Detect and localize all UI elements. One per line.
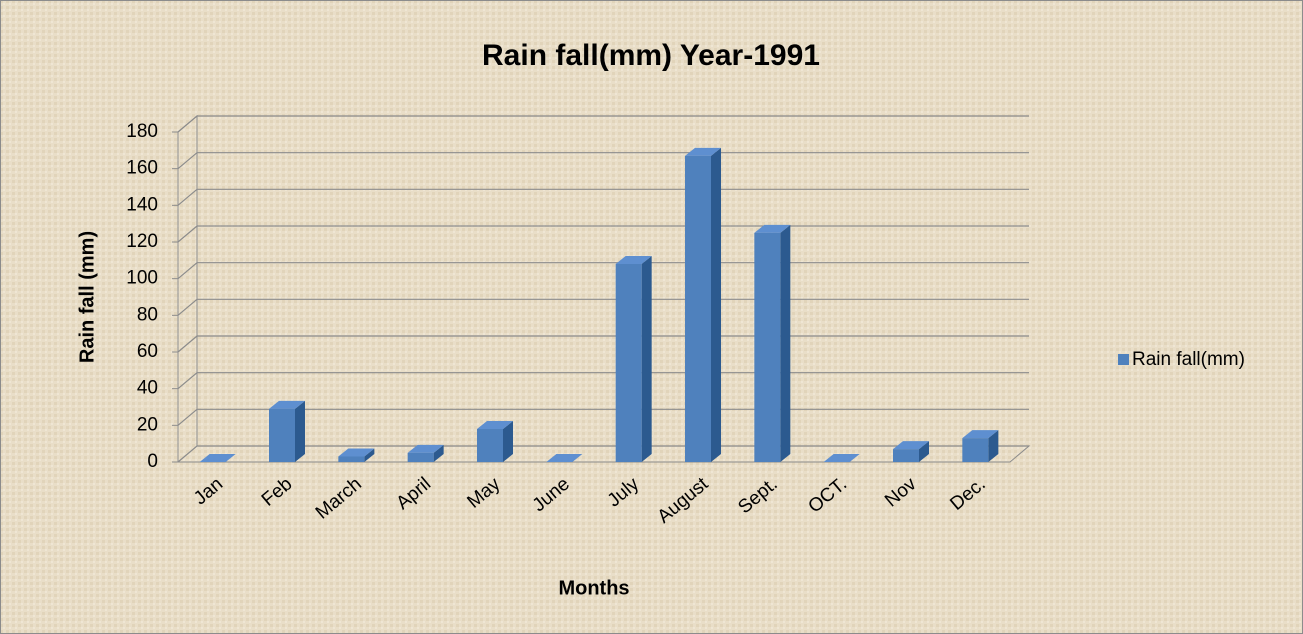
bar xyxy=(685,147,721,463)
bar xyxy=(823,454,860,462)
bar-top xyxy=(338,448,375,457)
bar xyxy=(199,454,236,462)
x-axis-title: Months xyxy=(558,577,629,599)
bar xyxy=(615,256,652,462)
bar-side xyxy=(711,147,721,463)
grid-line xyxy=(177,115,1029,133)
bar xyxy=(338,448,375,462)
legend-label: Rain fall(mm) xyxy=(1132,349,1245,370)
y-tick-label: 60 xyxy=(137,341,158,362)
bar xyxy=(893,441,929,462)
bar-front xyxy=(962,438,989,462)
bar xyxy=(269,400,305,462)
bar-side xyxy=(364,448,375,462)
y-tick-label: 20 xyxy=(137,414,158,435)
chart-title: Rain fall(mm) Year-1991 xyxy=(482,39,820,72)
grid-line xyxy=(177,372,1029,390)
bar-front xyxy=(338,456,365,462)
bar-side xyxy=(780,224,791,462)
bar-side xyxy=(503,421,513,462)
bar-side xyxy=(988,430,999,462)
bar-front xyxy=(685,155,711,463)
y-tick-label: 40 xyxy=(137,378,158,399)
bar-top xyxy=(823,454,860,462)
bar xyxy=(546,454,583,462)
grid-line xyxy=(177,225,1029,243)
bar-top xyxy=(754,224,791,233)
bar-top xyxy=(199,454,236,462)
bar-top xyxy=(269,400,305,409)
bar-top xyxy=(615,256,652,264)
bar xyxy=(407,444,444,462)
grid-line xyxy=(177,445,1029,463)
grid-line xyxy=(177,408,1029,426)
bar xyxy=(477,421,513,462)
y-tick-label: 140 xyxy=(126,194,158,215)
bar xyxy=(754,224,791,462)
bar-top xyxy=(546,454,583,462)
y-tick-label: 0 xyxy=(147,451,158,472)
bar-front xyxy=(407,452,434,462)
grid-line xyxy=(177,335,1029,353)
y-axis-title: Rain fall (mm) xyxy=(76,231,98,363)
grid-line xyxy=(177,188,1029,206)
grid-line xyxy=(177,152,1029,170)
bar-top xyxy=(407,444,444,453)
bar-front xyxy=(615,264,642,462)
bar-top xyxy=(893,441,929,450)
bar-side xyxy=(641,256,652,462)
legend-swatch xyxy=(1118,354,1129,365)
bar-front xyxy=(754,232,781,462)
y-tick-label: 180 xyxy=(126,121,158,142)
bar-top xyxy=(477,421,513,429)
bar-top xyxy=(962,430,999,439)
bar xyxy=(962,430,999,462)
bar-side xyxy=(295,400,305,462)
bar-side xyxy=(919,441,929,462)
grid-line xyxy=(177,298,1029,316)
bar-front xyxy=(477,429,503,462)
y-tick-label: 80 xyxy=(137,304,158,325)
bar-front xyxy=(893,449,919,462)
y-tick-label: 100 xyxy=(126,268,158,289)
y-tick-label: 120 xyxy=(126,231,158,252)
grid-line xyxy=(177,262,1029,280)
bar-side xyxy=(433,444,444,462)
bar-front xyxy=(269,408,295,462)
y-tick-label: 160 xyxy=(126,158,158,179)
bar-top xyxy=(685,147,721,156)
